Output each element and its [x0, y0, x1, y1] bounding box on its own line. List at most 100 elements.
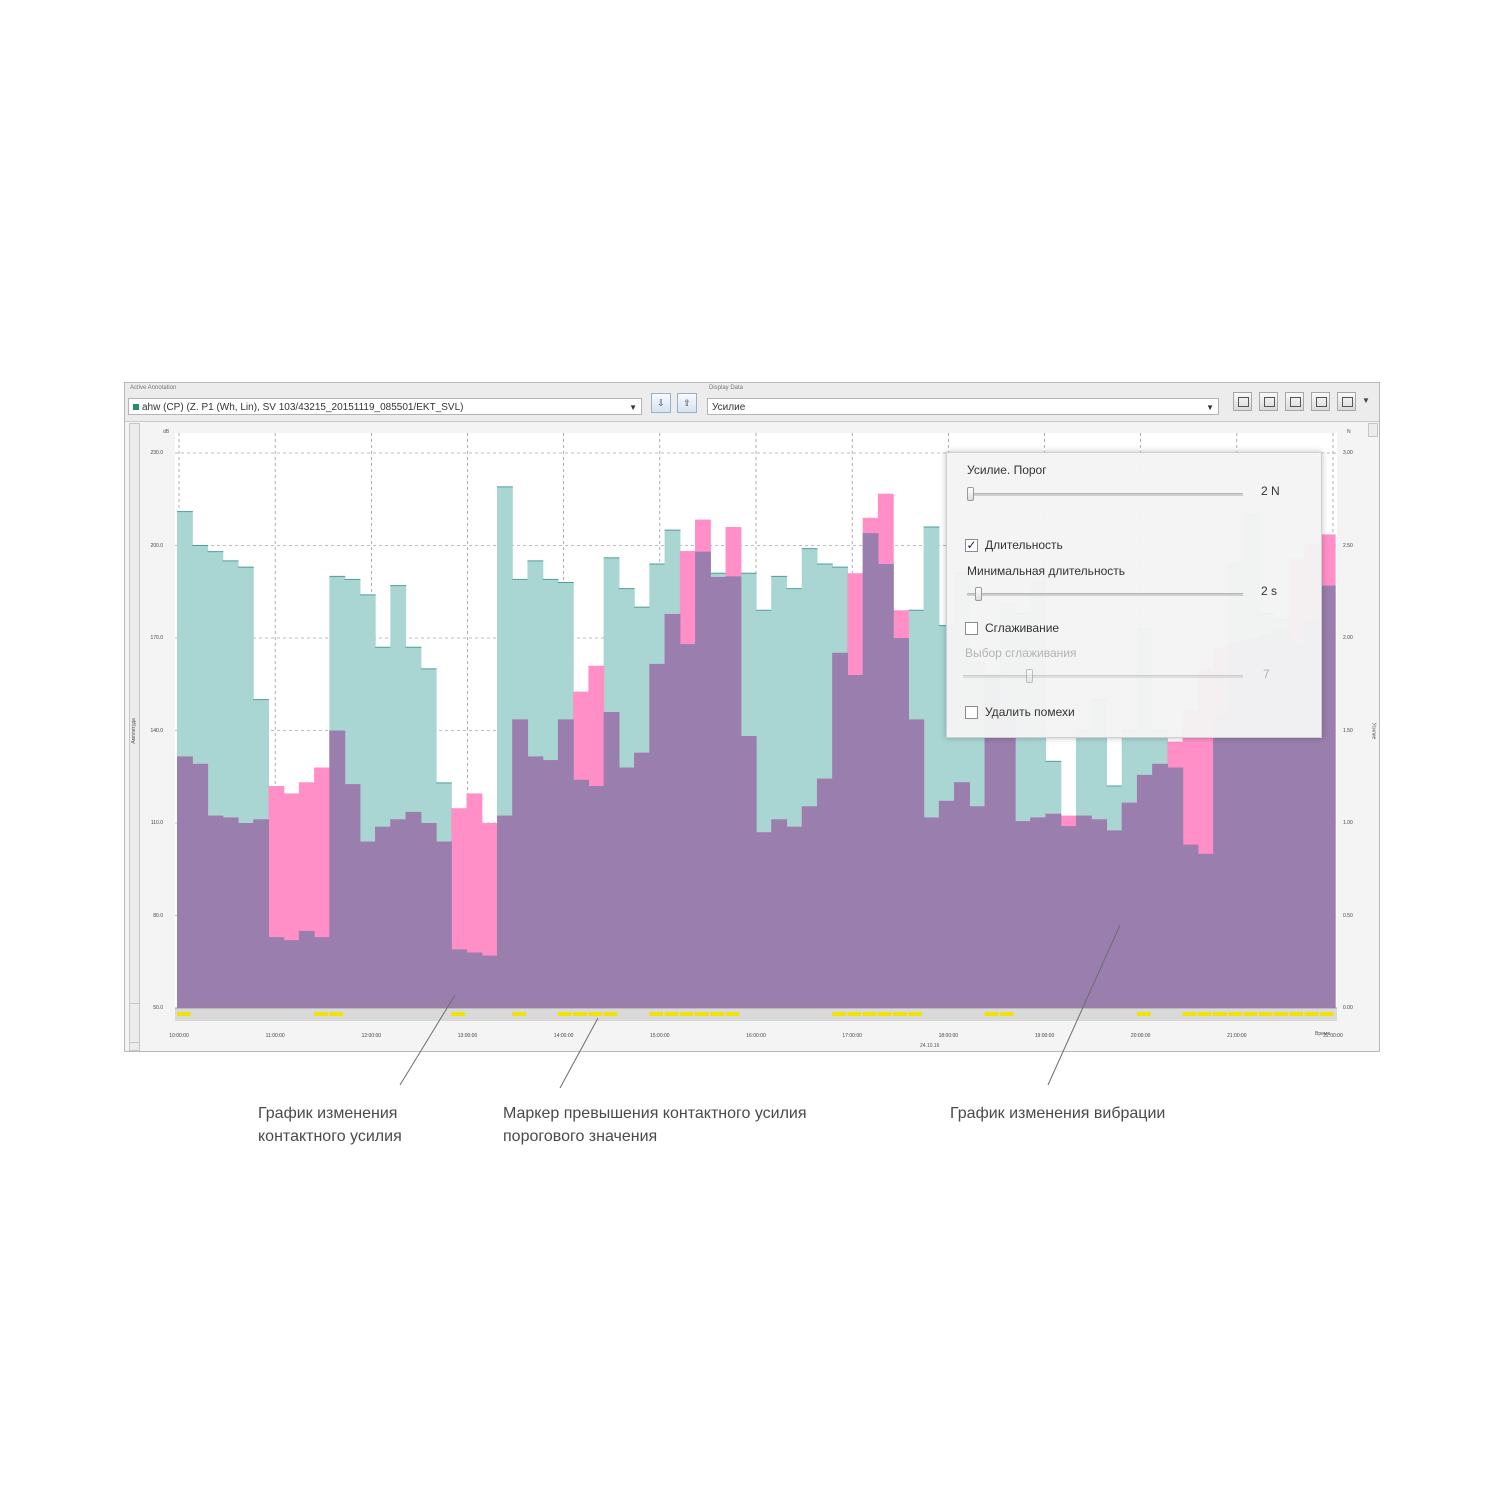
overlap-bar	[1091, 819, 1108, 1008]
threshold-marker	[893, 1012, 907, 1016]
source-select[interactable]: ahw (CP) (Z. P1 (Wh, Lin), SV 103/43215_…	[128, 398, 642, 415]
remove-noise-checkbox[interactable]	[965, 706, 978, 719]
y-right-tick: 1.50	[1343, 727, 1353, 734]
x-tick: 12:00:00	[361, 1033, 382, 1039]
threshold-marker	[649, 1012, 664, 1016]
y-left-unit: dB	[163, 429, 170, 435]
right-scroll-button[interactable]	[1368, 423, 1378, 437]
threshold-marker	[710, 1012, 725, 1016]
overlap-bar	[801, 806, 818, 1008]
view-list-button[interactable]	[1311, 392, 1330, 411]
overlap-bar	[268, 937, 285, 1008]
y-right-tick: 2.00	[1343, 635, 1353, 641]
x-tick: 21:00:00	[1227, 1033, 1247, 1039]
overlap-bar	[1015, 821, 1031, 1008]
callout-line-marker	[559, 1017, 599, 1089]
overlap-bar	[756, 832, 772, 1008]
threshold-marker	[573, 1012, 587, 1016]
overlap-area	[177, 533, 1336, 1008]
y-left-tick: 80.0	[153, 912, 163, 919]
export-icon: ⇧	[683, 398, 691, 408]
callout-line-force	[399, 994, 456, 1086]
x-tick: 18:00:00	[938, 1033, 959, 1039]
threshold-label: Усилие. Порог	[967, 463, 1047, 477]
threshold-marker	[329, 1012, 344, 1016]
min-duration-slider-track[interactable]	[967, 593, 1243, 596]
threshold-marker	[847, 1012, 862, 1016]
overlap-bar	[344, 784, 361, 1008]
threshold-marker	[1319, 1012, 1334, 1016]
min-duration-label: Минимальная длительность	[967, 564, 1125, 578]
threshold-marker	[862, 1012, 877, 1016]
overlap-bar	[557, 719, 574, 1008]
min-duration-slider-thumb[interactable]	[975, 587, 983, 601]
view-options-button[interactable]	[1337, 392, 1356, 411]
overlap-bar	[481, 955, 498, 1008]
smoothing-slider-thumb[interactable]	[1025, 669, 1033, 683]
import-button[interactable]: ⇩	[651, 393, 671, 413]
view-icon	[1342, 397, 1353, 407]
overlap-bar	[816, 778, 833, 1008]
view-icon	[1238, 397, 1249, 407]
callout-line-vibration	[1047, 924, 1121, 1086]
view-grid-button[interactable]	[1285, 392, 1304, 411]
y-right-tick: 1.00	[1343, 820, 1353, 826]
smoothing-label: Сглаживание	[985, 621, 1060, 635]
threshold-marker	[1304, 1012, 1319, 1016]
threshold-marker	[177, 1012, 191, 1016]
threshold-slider-track[interactable]	[967, 493, 1243, 496]
threshold-marker	[664, 1012, 679, 1016]
overlap-bar	[207, 815, 224, 1008]
overlap-bar	[1167, 767, 1184, 1008]
y-left-tick: 200.0	[150, 542, 163, 549]
smoothing-checkbox[interactable]	[965, 622, 978, 635]
threshold-marker	[1182, 1012, 1197, 1016]
y-left-tick: 110.0	[150, 820, 163, 826]
x-tick: 14:00:00	[553, 1033, 574, 1039]
overlap-bar	[984, 675, 1001, 1008]
caption-force: График изменения контактного усилия	[258, 1102, 402, 1148]
y-right-tick: 3.00	[1343, 450, 1353, 456]
view-single-button[interactable]	[1233, 392, 1252, 411]
smoothing-slider-track[interactable]	[963, 675, 1243, 678]
caption-force-line2: контактного усилия	[258, 1128, 402, 1145]
chart-plot[interactable]	[175, 433, 1337, 1021]
caption-marker-line2: порогового значения	[503, 1128, 658, 1145]
duration-checkbox[interactable]: ✓	[965, 539, 978, 552]
overlap-bar	[1136, 774, 1153, 1008]
threshold-marker	[1289, 1012, 1304, 1016]
overlap-bar	[1075, 815, 1092, 1008]
threshold-marker	[588, 1012, 603, 1016]
overlap-bar	[710, 576, 727, 1008]
chevron-down-icon[interactable]: ▼	[1362, 396, 1370, 405]
overlap-bar	[329, 730, 346, 1008]
overlap-bar	[695, 551, 711, 1008]
left-scroll-strip[interactable]	[129, 423, 140, 1051]
overlap-bar	[847, 675, 864, 1008]
threshold-slider-thumb[interactable]	[967, 487, 974, 501]
x-tick: 16:00:00	[746, 1033, 766, 1039]
chevron-down-icon: ▼	[1206, 403, 1214, 412]
y-left-tick: 170.0	[150, 635, 163, 641]
overlap-bar	[923, 817, 940, 1008]
measure-select[interactable]: Усилие ▼	[707, 398, 1219, 415]
caption-marker: Маркер превышения контактного усилия пор…	[503, 1102, 807, 1148]
overlap-bar	[527, 756, 544, 1008]
overlap-bar	[740, 736, 757, 1008]
threshold-marker	[984, 1012, 999, 1016]
check-icon: ✓	[966, 538, 977, 552]
threshold-marker	[314, 1012, 328, 1016]
y-left-tick: 140.0	[150, 727, 163, 734]
export-button[interactable]: ⇧	[677, 393, 697, 413]
remove-noise-label: Удалить помехи	[985, 705, 1075, 719]
x-tick: 13:00:00	[457, 1033, 478, 1039]
overlap-bar	[588, 786, 605, 1008]
view-split-button[interactable]	[1259, 392, 1278, 411]
threshold-marker	[832, 1012, 846, 1016]
overlap-bar	[618, 767, 635, 1008]
overlap-bar	[1319, 585, 1336, 1008]
zoom-buttons[interactable]	[129, 1003, 140, 1043]
overlap-bar	[938, 800, 955, 1008]
overlap-bar	[1060, 826, 1077, 1008]
